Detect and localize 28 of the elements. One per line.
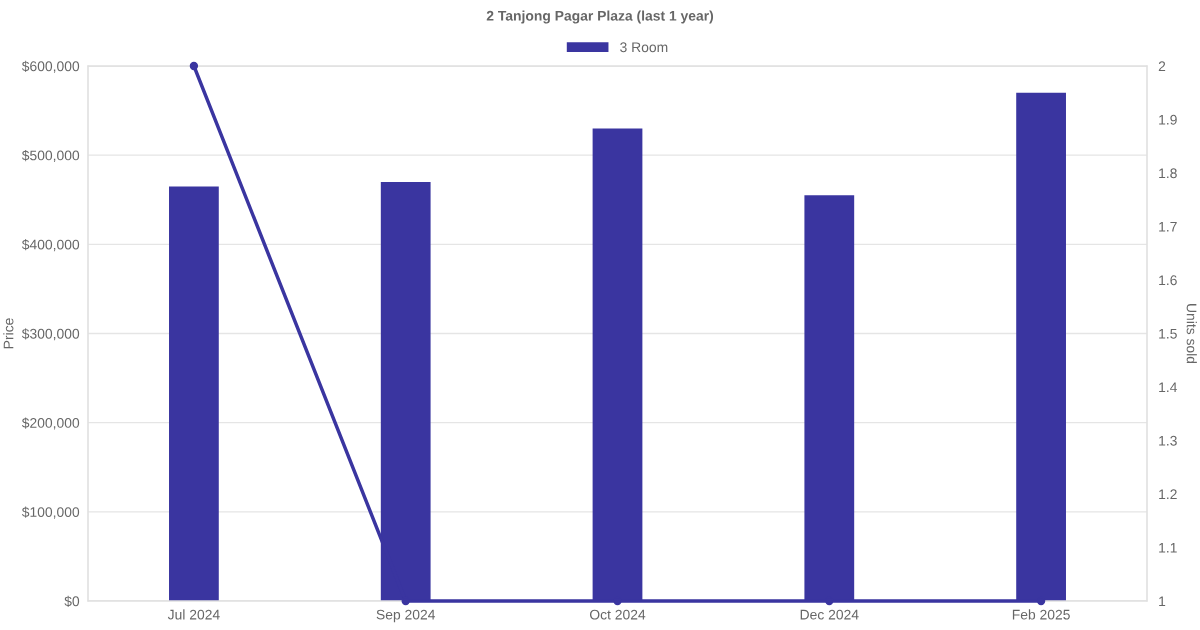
y2-tick-label: 1.6	[1159, 275, 1177, 286]
y-tick-label: $400,000	[21, 239, 80, 252]
y2-tick-label: 1.3	[1159, 435, 1177, 446]
x-tick-label: Oct 2024	[589, 609, 646, 620]
y2-tick-label: 1.1	[1159, 542, 1177, 553]
x-tick-label: Sep 2024	[376, 609, 436, 623]
y-tick-label: $200,000	[21, 417, 80, 430]
x-tick-label: Feb 2025	[1012, 609, 1070, 620]
y2-tick-label: 2	[1158, 61, 1166, 72]
y-tick-label: $600,000	[21, 60, 80, 73]
bar	[169, 186, 219, 601]
legend-label: 3 Room	[620, 42, 668, 53]
y2-tick-label: 1	[1159, 596, 1166, 607]
y-axis-title: Price	[3, 318, 14, 349]
y2-axis-title: Units sold	[1186, 304, 1197, 364]
y2-tick-label: 1.5	[1159, 328, 1177, 339]
y2-tick-label: 1.2	[1159, 489, 1177, 500]
y-tick-label: $300,000	[21, 328, 80, 341]
y-tick-label: $0	[64, 595, 80, 607]
y-tick-label: $100,000	[21, 506, 80, 519]
y-tick-label: $500,000	[21, 149, 80, 162]
y2-tick-label: 1.7	[1159, 221, 1177, 232]
x-tick-label: Dec 2024	[800, 609, 859, 620]
x-tick-label: Jul 2024	[167, 609, 220, 620]
chart-title: 2 Tanjong Pagar Plaza (last 1 year)	[486, 10, 714, 24]
y2-tick-label: 1.4	[1159, 382, 1178, 393]
y2-tick-label: 1.8	[1159, 168, 1177, 179]
y2-tick-label: 1.9	[1159, 114, 1177, 125]
